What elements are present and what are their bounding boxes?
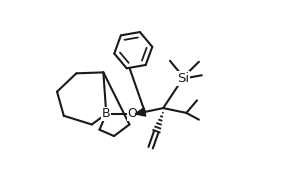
Polygon shape: [135, 108, 146, 116]
Text: O: O: [127, 107, 137, 120]
Text: Si: Si: [177, 72, 190, 85]
Text: B: B: [102, 107, 111, 120]
